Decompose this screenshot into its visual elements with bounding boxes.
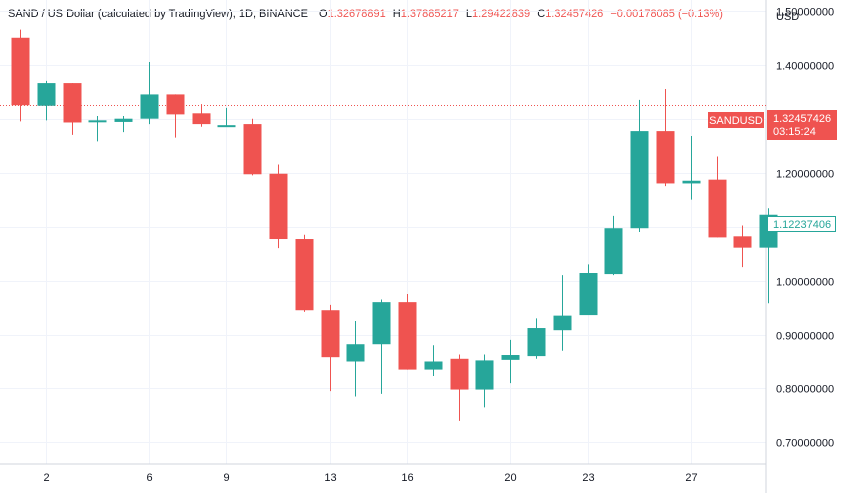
candle [604, 215, 623, 276]
candle-body [424, 361, 443, 370]
candle [346, 321, 365, 397]
candle-body [372, 302, 391, 345]
candle [321, 304, 340, 392]
countdown-text: 03:15:24 [773, 126, 816, 138]
candle [424, 345, 443, 377]
candle [217, 107, 236, 128]
candle-body [217, 125, 236, 128]
candle-body [604, 228, 623, 275]
symbol-tag-bg [708, 112, 764, 128]
candle [398, 294, 417, 370]
candle [63, 83, 82, 135]
candle-body [114, 118, 133, 122]
candle [269, 164, 288, 249]
candle [553, 275, 572, 351]
price-tick-label: 0.70000000 [776, 438, 834, 450]
time-tick-label: 13 [324, 472, 336, 484]
price-tick-label: 1.40000000 [776, 61, 834, 73]
low-key: L [465, 8, 473, 20]
candle-body [63, 83, 82, 123]
candle-body [37, 83, 56, 106]
marker-price-badge [767, 216, 836, 232]
candle-body [346, 344, 365, 362]
price-tick-label: 1.00000000 [776, 277, 834, 289]
marker-price-text: 1.12237406 [773, 219, 831, 231]
candle-body [295, 239, 314, 311]
candle-body [450, 358, 469, 390]
time-tick-label: 20 [504, 472, 516, 484]
candle-body [682, 180, 701, 184]
candle [140, 62, 159, 125]
time-tick-label: 9 [223, 472, 229, 484]
candle [501, 339, 520, 384]
price-tick-label: 0.80000000 [776, 384, 834, 396]
candle-body [321, 310, 340, 358]
price-tick-label: 1.50000000 [776, 7, 834, 19]
time-tick-label: 2 [43, 472, 49, 484]
candle-body [501, 355, 520, 360]
candle [733, 225, 752, 268]
candle-body [579, 273, 598, 316]
candle-body [656, 131, 675, 184]
candle [682, 135, 701, 200]
candle-body [192, 113, 211, 125]
last-price-text: 1.32457426 [773, 113, 831, 125]
open-key: O [319, 8, 328, 20]
candle [630, 99, 649, 232]
candle-body [630, 131, 649, 229]
candle-body [398, 302, 417, 370]
time-tick-label: 23 [582, 472, 594, 484]
candle [708, 156, 727, 238]
candle [11, 29, 30, 122]
candle-body [553, 315, 572, 331]
candle [527, 318, 546, 359]
candle [166, 94, 185, 138]
time-axis[interactable]: 2 6 9 13 16 20 23 27 [43, 472, 697, 484]
candle [295, 234, 314, 312]
candle-body [475, 360, 494, 390]
candle [243, 118, 262, 176]
last-price-badge [767, 110, 837, 140]
candle-body [708, 179, 727, 238]
candle-body [88, 120, 107, 123]
candle [372, 299, 391, 394]
time-tick-label: 16 [401, 472, 413, 484]
high-key: H [392, 8, 401, 20]
candles [11, 29, 778, 421]
candle-body [269, 173, 288, 240]
candle [656, 89, 675, 187]
candle [450, 354, 469, 421]
candle-body [140, 94, 159, 119]
candle-body [527, 328, 546, 357]
close-key: C [537, 8, 546, 20]
candle [37, 80, 56, 121]
candle-body [166, 94, 185, 115]
currency-label: USD [776, 11, 799, 23]
grid-lines [0, 0, 766, 464]
candle [192, 104, 211, 127]
symbol-tag: SANDUSD [709, 115, 763, 127]
price-tick-label: 0.90000000 [776, 331, 834, 343]
candle-body [11, 37, 30, 106]
candle-body [733, 236, 752, 248]
candle [114, 116, 133, 133]
time-tick-label: 27 [685, 472, 697, 484]
candle [88, 116, 107, 142]
candle [475, 354, 494, 408]
time-tick-label: 6 [146, 472, 152, 484]
candle-body [243, 124, 262, 175]
price-tick-label: 1.20000000 [776, 169, 834, 181]
candle [579, 264, 598, 316]
